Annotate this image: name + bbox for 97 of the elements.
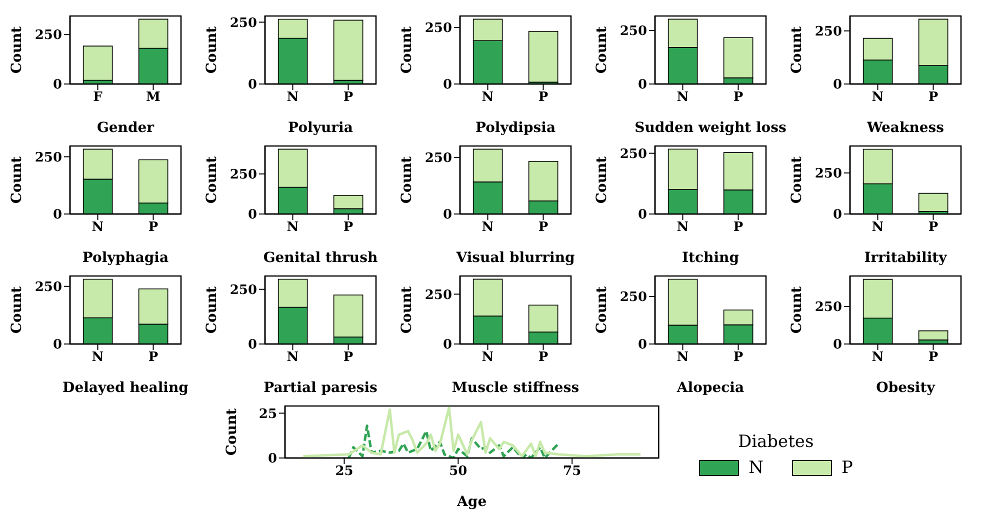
x-axis-title: Muscle stiffness xyxy=(452,380,580,396)
x-tick-label: P xyxy=(538,350,548,366)
y-tick-label: 0 xyxy=(52,208,62,223)
y-tick-label: 0 xyxy=(832,78,842,93)
x-axis-title: Polyphagia xyxy=(82,250,169,266)
x-tick-label: P xyxy=(148,350,158,366)
x-tick-label: N xyxy=(676,350,689,366)
y-tick-label: 0 xyxy=(248,338,257,353)
y-tick-label: 250 xyxy=(814,300,842,316)
y-axis-title: Count xyxy=(788,156,805,204)
x-tick-label: P xyxy=(538,90,548,106)
y-tick-label: 0 xyxy=(442,338,452,353)
y-tick-label: 0 xyxy=(52,338,62,353)
x-tick-label: P xyxy=(343,220,354,236)
y-axis-title: Count xyxy=(204,156,220,204)
x-axis-title: Genital thrush xyxy=(263,250,378,266)
x-tick-label: 50 xyxy=(449,464,468,480)
x-axis-title: Polyuria xyxy=(288,120,353,136)
x-axis-title: Weakness xyxy=(866,120,944,136)
y-tick-label: 250 xyxy=(230,168,257,183)
x-axis-title: Delayed healing xyxy=(62,380,189,396)
x-tick-label: N xyxy=(286,90,299,106)
y-tick-label: 0 xyxy=(442,78,452,93)
x-axis-title: Itching xyxy=(682,250,740,266)
y-tick-label: 250 xyxy=(814,24,842,40)
x-tick-label: N xyxy=(482,220,494,236)
legend-title: Diabetes xyxy=(736,432,815,452)
y-axis-title: Count xyxy=(224,408,240,456)
y-axis-title: Count xyxy=(398,26,415,74)
x-tick-label: 25 xyxy=(335,464,354,480)
y-tick-label: 0 xyxy=(638,338,647,353)
x-tick-label: N xyxy=(92,220,104,236)
y-axis-title: Count xyxy=(398,156,415,204)
x-axis-title: Alopecia xyxy=(676,380,744,396)
x-tick-label: N xyxy=(676,90,689,106)
y-tick-label: 250 xyxy=(424,151,452,166)
y-tick-label: 0 xyxy=(268,452,277,467)
x-axis-title: Gender xyxy=(96,120,155,136)
y-tick-label: 0 xyxy=(638,78,647,93)
x-tick-label: P xyxy=(928,220,938,236)
y-tick-label: 0 xyxy=(52,78,62,93)
y-axis-title: Count xyxy=(788,26,805,74)
x-tick-label: N xyxy=(872,220,884,236)
y-tick-label: 250 xyxy=(34,28,62,44)
y-axis-title: Count xyxy=(594,286,610,334)
y-axis-title: Count xyxy=(788,286,805,334)
x-tick-label: P xyxy=(928,350,938,366)
y-tick-label: 250 xyxy=(424,288,452,303)
y-tick-label: 250 xyxy=(620,24,647,40)
x-tick-label: N xyxy=(482,350,494,366)
x-tick-label: P xyxy=(733,350,744,366)
x-axis-title: Irritability xyxy=(864,250,948,266)
x-tick-label: P xyxy=(538,220,548,236)
x-axis-title: Visual blurring xyxy=(455,250,575,266)
y-axis-title: Count xyxy=(8,156,25,204)
x-tick-label: 75 xyxy=(563,464,582,480)
y-tick-label: 250 xyxy=(230,16,257,31)
x-tick-label: N xyxy=(92,350,104,366)
y-tick-label: 0 xyxy=(248,78,257,93)
y-tick-label: 250 xyxy=(230,282,257,298)
x-axis-title: Age xyxy=(456,494,487,510)
y-tick-label: 250 xyxy=(34,150,62,166)
y-axis-title: Count xyxy=(594,26,610,74)
x-tick-label: F xyxy=(93,90,104,106)
x-tick-label: N xyxy=(286,220,299,236)
y-axis-title: Count xyxy=(398,286,415,334)
x-axis-title: Obesity xyxy=(876,380,936,396)
y-tick-label: 250 xyxy=(34,280,62,295)
y-tick-label: 250 xyxy=(620,290,647,306)
y-axis-title: Count xyxy=(8,286,25,334)
y-tick-label: 250 xyxy=(620,146,647,162)
x-tick-label: N xyxy=(872,350,884,366)
y-axis-title: Count xyxy=(594,156,610,204)
x-axis-title: Sudden weight loss xyxy=(634,120,787,136)
y-tick-label: 0 xyxy=(248,208,257,223)
x-tick-label: P xyxy=(148,220,158,236)
y-tick-label: 250 xyxy=(814,166,842,182)
x-tick-label: N xyxy=(482,90,494,106)
y-tick-label: 0 xyxy=(638,208,647,223)
x-tick-label: N xyxy=(286,350,299,366)
y-tick-label: 0 xyxy=(442,208,452,223)
x-tick-label: N xyxy=(676,220,689,236)
x-tick-label: P xyxy=(733,90,744,106)
x-axis-title: Polydipsia xyxy=(475,120,556,136)
x-tick-label: P xyxy=(928,90,938,106)
x-tick-label: M xyxy=(146,90,160,106)
x-axis-title: Partial paresis xyxy=(264,380,378,396)
x-tick-label: N xyxy=(872,90,884,106)
y-axis-title: Count xyxy=(204,26,220,74)
y-tick-label: 250 xyxy=(424,21,452,36)
y-axis-title: Count xyxy=(8,26,25,74)
x-tick-label: P xyxy=(343,350,354,366)
y-tick-label: 0 xyxy=(832,208,842,223)
y-tick-label: 0 xyxy=(832,338,842,353)
x-tick-label: P xyxy=(733,220,744,236)
y-axis-title: Count xyxy=(204,286,220,334)
x-tick-label: P xyxy=(343,90,354,106)
